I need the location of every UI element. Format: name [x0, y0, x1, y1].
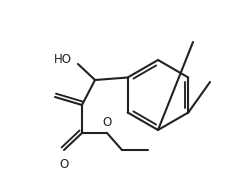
Text: O: O: [102, 116, 111, 129]
Text: O: O: [59, 158, 68, 171]
Text: HO: HO: [54, 53, 72, 65]
